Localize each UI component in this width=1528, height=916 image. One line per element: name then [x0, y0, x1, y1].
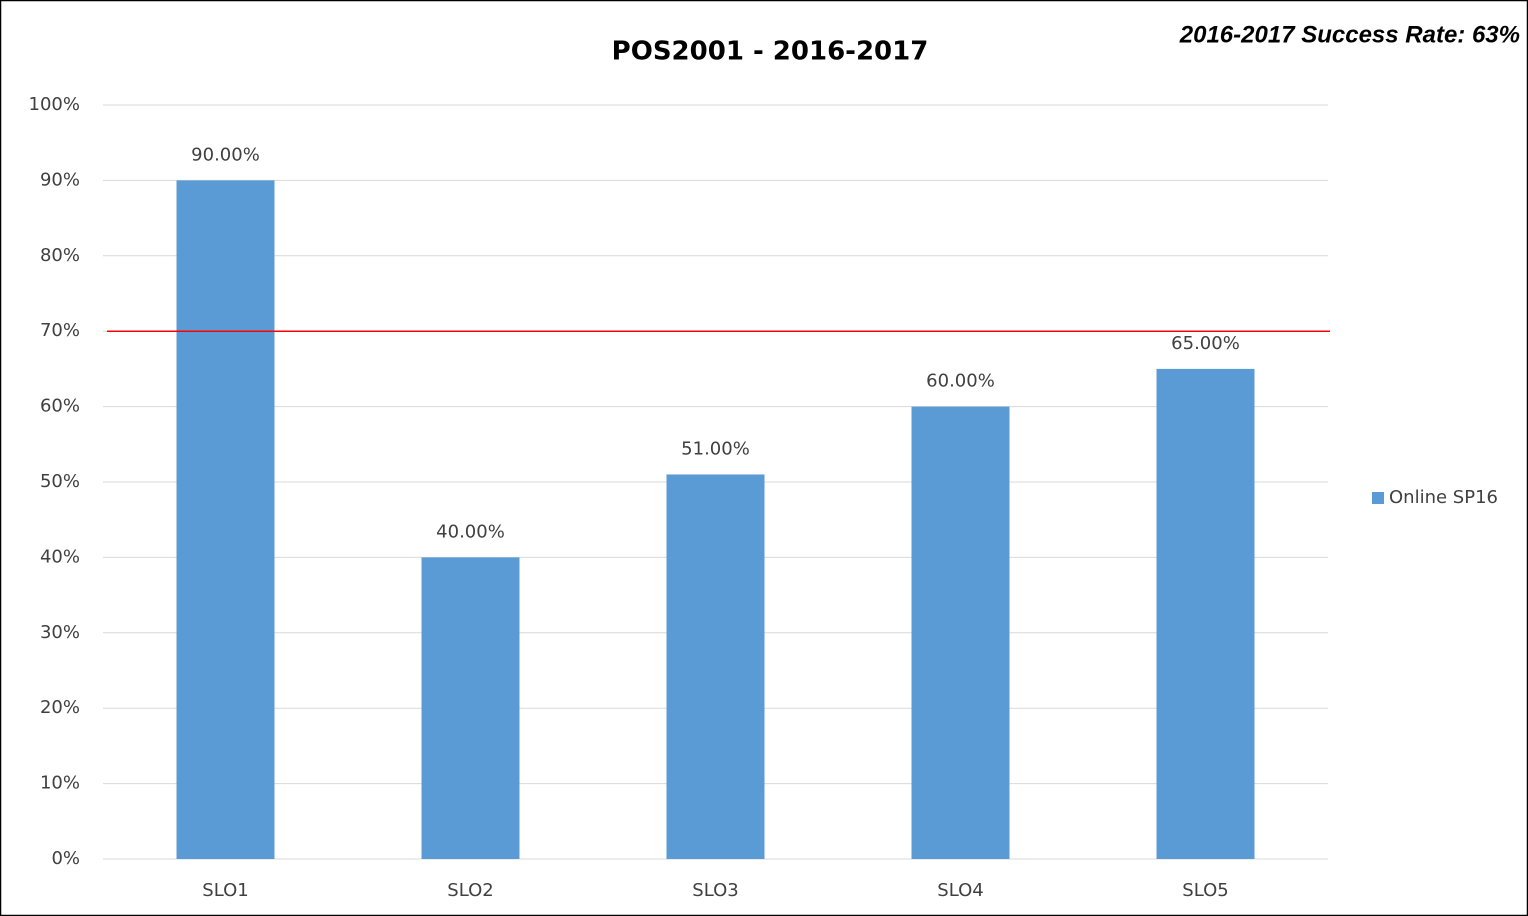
data-label: 90.00%: [191, 144, 260, 165]
y-tick-label: 0%: [51, 848, 80, 869]
y-tick-label: 90%: [40, 169, 80, 190]
bar: [1156, 368, 1255, 859]
x-tick-label: SLO5: [1182, 880, 1228, 901]
data-label: 51.00%: [681, 438, 750, 459]
y-tick-label: 20%: [40, 697, 80, 718]
y-tick-label: 80%: [40, 245, 80, 266]
y-tick-label: 40%: [40, 546, 80, 567]
x-tick-label: SLO2: [447, 880, 493, 901]
bar: [911, 406, 1010, 859]
x-tick-label: SLO4: [937, 880, 983, 901]
bar: [421, 557, 520, 859]
x-tick-label: SLO3: [692, 880, 738, 901]
y-tick-label: 100%: [29, 94, 80, 115]
y-tick-label: 70%: [40, 320, 80, 341]
annotation: 2016-2017 Success Rate: 63%: [1179, 21, 1520, 48]
bar: [666, 474, 765, 859]
data-label: 40.00%: [436, 521, 505, 542]
y-tick-label: 10%: [40, 773, 80, 794]
y-tick-label: 50%: [40, 471, 80, 492]
legend-swatch: [1372, 492, 1384, 504]
legend-label: Online SP16: [1389, 487, 1498, 508]
chart-title: POS2001 - 2016-2017: [612, 37, 929, 67]
bar: [176, 180, 275, 859]
x-tick-label: SLO1: [202, 880, 248, 901]
y-tick-label: 60%: [40, 396, 80, 417]
data-label: 65.00%: [1171, 333, 1240, 354]
data-label: 60.00%: [926, 371, 995, 392]
y-tick-label: 30%: [40, 622, 80, 643]
